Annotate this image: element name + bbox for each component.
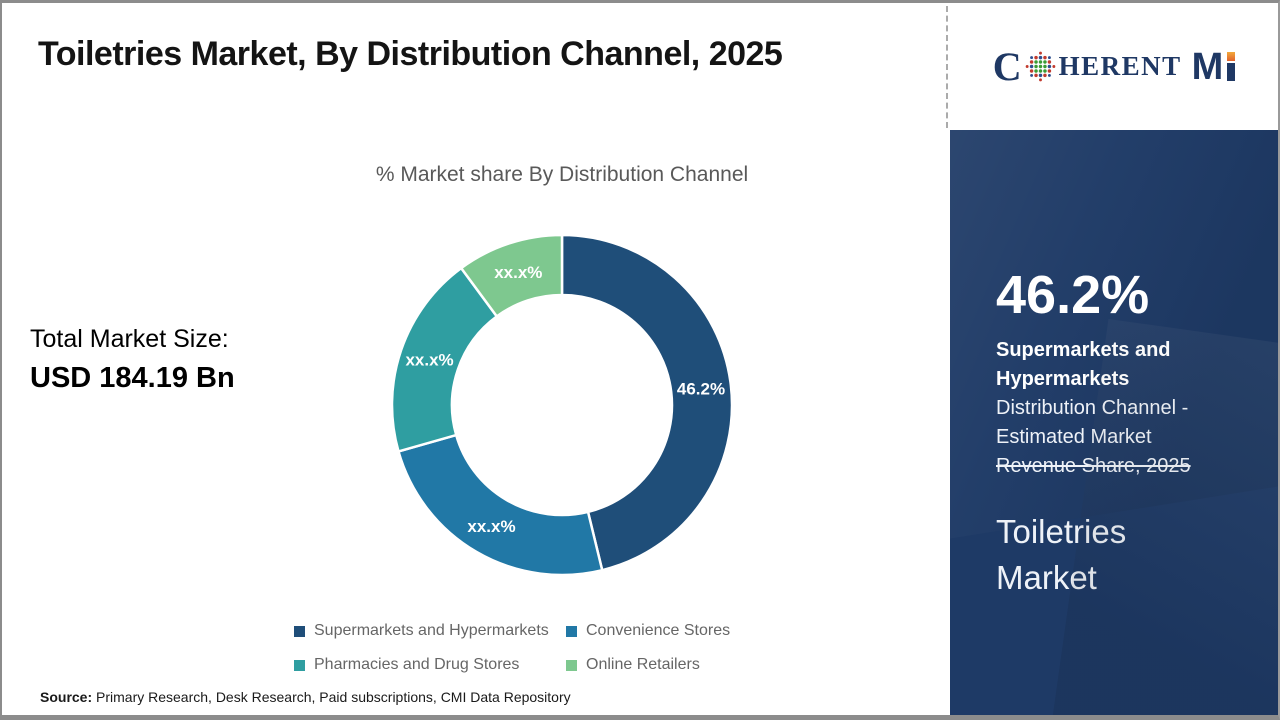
legend-label-supermarkets: Supermarkets and Hypermarkets	[314, 622, 549, 639]
slice-label-2: xx.x%	[405, 351, 453, 370]
sidebar-segment-line2: Hypermarkets	[996, 368, 1130, 390]
legend-marker-supermarkets	[294, 625, 305, 637]
chart-subtitle: % Market share By Distribution Channel	[375, 163, 749, 186]
logo-i-navy-segment	[1227, 63, 1236, 81]
total-market-block: Total Market Size: USD 184.19 Bn	[30, 325, 235, 395]
legend-marker-convenience	[566, 625, 577, 637]
sidebar-segment-name: Supermarkets and Hypermarkets	[996, 336, 1244, 394]
total-market-label: Total Market Size:	[30, 325, 229, 353]
legend-label-online: Online Retailers	[586, 656, 700, 673]
legend-item-convenience: Convenience Stores	[566, 622, 730, 640]
legend-marker-online	[566, 659, 577, 671]
logo-letter-i-bar	[1227, 52, 1236, 81]
legend-marker-pharmacies	[294, 659, 305, 671]
logo-area: C HERENT M	[950, 3, 1278, 130]
report-title-line2: Market	[996, 559, 1097, 596]
sidebar-description: Distribution Channel - Estimated Market …	[996, 394, 1244, 481]
slice-label-1: xx.x%	[467, 517, 515, 536]
slice-label-3: xx.x%	[494, 263, 542, 282]
sidebar-desc-line2: Estimated Market	[996, 426, 1152, 448]
logo-letters-herent: HERENT	[1058, 51, 1182, 81]
legend-item-supermarkets: Supermarkets and Hypermarkets	[294, 622, 566, 640]
dotted-globe-icon	[1025, 51, 1055, 82]
source-text: Primary Research, Desk Research, Paid su…	[92, 689, 571, 705]
legend-label-convenience: Convenience Stores	[586, 622, 731, 639]
logo-letter-c: C	[992, 43, 1022, 89]
slice-label-0: 46.2%	[677, 379, 725, 398]
donut-slice-1	[396, 433, 604, 577]
source-line: Source: Primary Research, Desk Research,…	[40, 689, 571, 705]
sidebar-desc-line3-struck: Revenue Share, 2025	[996, 455, 1191, 477]
legend-label-pharmacies: Pharmacies and Drug Stores	[314, 656, 520, 673]
logo-i-orange-segment	[1227, 52, 1236, 61]
chart-legend: Supermarkets and Hypermarkets Convenienc…	[294, 622, 730, 674]
sidebar-desc-line1: Distribution Channel -	[996, 397, 1189, 419]
sidebar-segment-line1: Supermarkets and	[996, 339, 1171, 361]
report-title: Toiletries Market	[996, 509, 1244, 601]
logo-letter-m: M	[1191, 45, 1224, 88]
legend-item-pharmacies: Pharmacies and Drug Stores	[294, 656, 566, 674]
sidebar-stat-value: 46.2%	[996, 265, 1150, 325]
donut-slice-0	[560, 233, 734, 572]
highlight-sidebar: 46.2% Supermarkets and Hypermarkets Dist…	[950, 130, 1278, 715]
dashed-divider	[946, 6, 948, 128]
coherentmi-logo: C HERENT M	[992, 43, 1236, 89]
source-label: Source:	[40, 689, 93, 705]
total-market-value: USD 184.19 Bn	[30, 362, 235, 394]
donut-slice-3	[459, 233, 564, 319]
donut-chart: 46.2% xx.x% xx.x% xx.x%	[390, 233, 734, 577]
legend-item-online: Online Retailers	[566, 656, 730, 674]
page-title: Toiletries Market, By Distribution Chann…	[38, 35, 783, 73]
report-title-line1: Toiletries	[996, 513, 1127, 550]
